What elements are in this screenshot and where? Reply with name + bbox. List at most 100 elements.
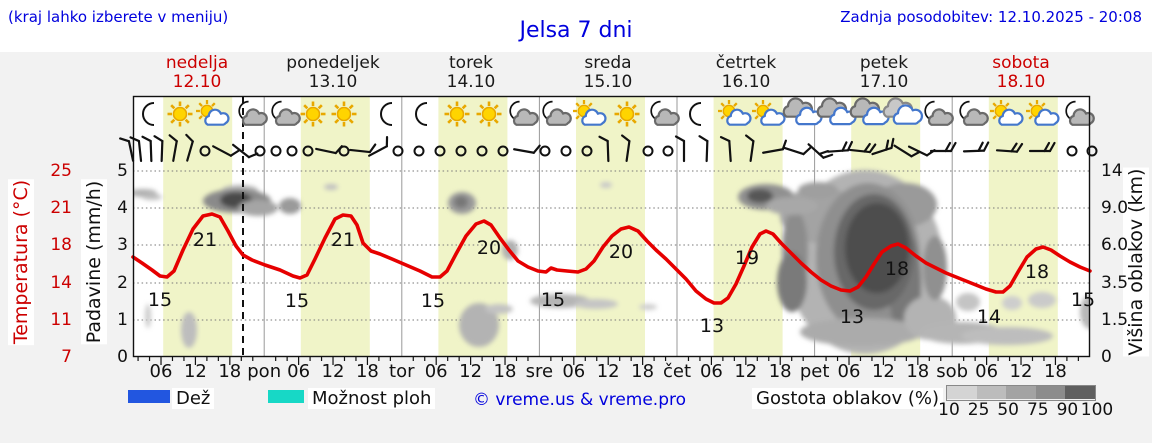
wind-calm-icon	[302, 145, 314, 157]
weather-icon-sun-cloud	[573, 100, 607, 126]
credit-link[interactable]: © vreme.us & vreme.pro	[473, 390, 687, 410]
scale-segment	[976, 386, 1007, 399]
day-header: sobota 18.10	[992, 53, 1050, 92]
wind-calm-icon	[662, 145, 674, 157]
cloud-height-tick-label: 1.5	[1101, 310, 1129, 330]
wind-barb-icon	[129, 136, 143, 163]
wind-barb-icon	[807, 143, 834, 159]
wind-barb-icon	[513, 144, 541, 154]
rain-legend-label: Dež	[172, 388, 215, 409]
cloud-density-legend-label: Gostota oblakov (%)	[752, 388, 944, 409]
daylight-band	[988, 96, 1058, 357]
precip-tick-label: 2	[117, 273, 128, 293]
wind-barb-icon	[620, 134, 631, 163]
weather-icon-sun-cloud	[196, 100, 230, 126]
wind-barb-icon	[153, 135, 164, 163]
temperature-value-labels: 15 21 15 21 15 20 15 20 13 19 13 18 14 18 15	[148, 229, 1095, 337]
weather-icon-moon	[142, 102, 155, 126]
wind-calm-icon	[455, 145, 467, 157]
temp-tick-label: 18	[50, 235, 72, 255]
day-header: ponedeljek 13.10	[286, 53, 380, 92]
weather-icon-sun	[476, 101, 502, 127]
temp-value-label: 18	[1025, 261, 1049, 283]
precip-tick-label: 5	[117, 161, 128, 181]
scale-tick-label: 90	[1056, 400, 1079, 420]
hour-label: 06	[975, 361, 999, 382]
weather-icon-cloud-bright	[882, 97, 924, 125]
day-abbr-label: tor	[389, 361, 415, 382]
temp-tick-label: 25	[50, 161, 72, 181]
wind-barb-icon	[185, 133, 194, 162]
temp-value-label: 13	[700, 315, 724, 337]
day-abbr-label: sre	[525, 361, 554, 382]
cloud-height-tick-label: 0	[1101, 347, 1112, 367]
day-abbr-label: pon	[247, 361, 282, 382]
scale-segment	[1035, 386, 1066, 399]
wind-barb-icon	[1028, 141, 1056, 153]
wind-barb-icon	[348, 143, 377, 154]
weather-icon-moon-cloud	[650, 100, 680, 126]
daylight-band	[576, 96, 645, 357]
day-abbr-label: sob	[936, 361, 969, 382]
precip-tick-label: 4	[117, 198, 128, 218]
daylight-band	[163, 96, 233, 357]
scale-tick-label: 25	[967, 400, 990, 420]
hour-label: 12	[1009, 361, 1033, 382]
day-abbr-label: pet	[799, 361, 830, 382]
day-header: sreda 15.10	[583, 53, 633, 92]
daylight-band	[300, 96, 370, 357]
wind-calm-icon	[1066, 145, 1078, 157]
day-boundary-lines	[263, 96, 953, 357]
temp-value-label: 15	[1071, 289, 1095, 311]
hour-label: 18	[631, 361, 655, 382]
temp-value-label: 21	[331, 229, 355, 251]
temperature-axis-title: Temperatura (°C)	[8, 178, 34, 346]
wind-barb-icon	[119, 137, 135, 162]
x-tick-marks	[137, 357, 1079, 365]
weather-icon-moon-cloud	[959, 100, 989, 126]
hour-label: 06	[149, 361, 173, 382]
temp-value-label: 15	[148, 289, 172, 311]
temp-value-label: 13	[840, 306, 864, 328]
wind-barb-icon	[826, 140, 854, 153]
precip-tick-label: 1	[117, 310, 128, 330]
page-title: Jelsa 7 dni	[519, 18, 633, 43]
day-header: torek 14.10	[446, 53, 496, 92]
cloud-height-tick-label: 14	[1101, 161, 1123, 181]
wind-calm-icon	[497, 145, 509, 157]
wind-barb-icon	[893, 144, 921, 158]
wind-barb-icon	[698, 135, 709, 163]
temp-value-label: 15	[421, 290, 445, 312]
weather-icon-moon-cloud	[509, 100, 539, 126]
wind-barb-icon	[848, 142, 877, 154]
hour-label: 18	[218, 361, 242, 382]
weather-icon-sun	[444, 101, 470, 127]
weather-icon-cloud	[849, 97, 890, 126]
temp-value-label: 15	[541, 289, 565, 311]
temp-value-label: 18	[885, 258, 909, 280]
temperature-curve	[131, 212, 1092, 305]
weather-icon-moon-cloud	[1065, 100, 1095, 126]
wind-calm-icon	[560, 145, 572, 157]
weather-icon-sun-cloud	[990, 100, 1024, 126]
scale-tick-label: 50	[997, 400, 1020, 420]
hour-label: 18	[768, 361, 792, 382]
temp-tick-label: 11	[50, 310, 72, 330]
wind-calm-icon	[539, 145, 551, 157]
cloud-height-tick-label: 9.0	[1101, 198, 1129, 218]
temp-value-label: 14	[977, 306, 1001, 328]
temp-value-label: 21	[193, 229, 217, 251]
wind-barb-icon	[598, 135, 610, 163]
gridlines	[133, 170, 1090, 321]
wind-barb-icon	[212, 145, 240, 157]
cloud-cover-layer	[133, 170, 1090, 354]
scale-tick-label: 100	[1080, 400, 1114, 420]
scale-segment	[1006, 386, 1036, 399]
wind-barb-icon	[962, 141, 990, 153]
hour-label: 06	[424, 361, 448, 382]
wind-barb-icon	[168, 134, 178, 162]
weather-icon-cloud	[816, 97, 857, 126]
wind-barb-icon	[368, 136, 389, 157]
weather-icon-moon-cloud	[924, 100, 954, 126]
hour-label: 18	[493, 361, 517, 382]
